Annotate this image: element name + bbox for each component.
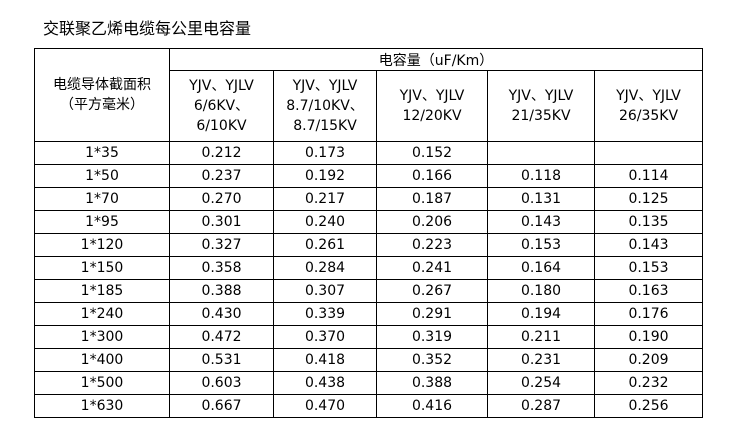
conductor-size-cell: 1*50 [34,164,170,188]
capacitance-value-cell: 0.319 [376,325,488,349]
capacitance-value-cell: 0.327 [169,233,274,257]
capacitance-value-cell: 0.217 [273,187,377,211]
capacitance-value-cell: 0.256 [594,394,703,418]
capacitance-value-cell: 0.153 [487,233,595,257]
capacitance-value-cell: 0.209 [594,348,703,372]
capacitance-value-cell: 0.143 [487,210,595,234]
capacitance-value-cell: 0.267 [376,279,488,303]
table-row: 1*500 0.603 0.438 0.388 0.254 0.232 [34,371,703,395]
capacitance-value-cell: 0.125 [594,187,703,211]
capacitance-value-cell: 0.118 [487,164,595,188]
table-row: 1*120 0.327 0.261 0.223 0.153 0.143 [34,233,703,257]
table-row: 1*185 0.388 0.307 0.267 0.180 0.163 [34,279,703,303]
capacitance-value-cell: 0.301 [169,210,274,234]
conductor-size-cell: 1*185 [34,279,170,303]
table-row: 1*300 0.472 0.370 0.319 0.211 0.190 [34,325,703,349]
capacitance-value-cell: 0.287 [487,394,595,418]
conductor-size-cell: 1*300 [34,325,170,349]
conductor-size-cell: 1*500 [34,371,170,395]
column-header-3: YJV、YJLV 12/20KV [376,70,488,142]
capacitance-value-cell: 0.388 [376,371,488,395]
capacitance-value-cell: 0.187 [376,187,488,211]
capacitance-value-cell: 0.163 [594,279,703,303]
table-row: 1*95 0.301 0.240 0.206 0.143 0.135 [34,210,703,234]
column-header-4: YJV、YJLV 21/35KV [487,70,595,142]
capacitance-header: 电容量（uF/Km） [169,48,703,71]
capacitance-value-cell [594,141,703,165]
table-row: 1*400 0.531 0.418 0.352 0.231 0.209 [34,348,703,372]
capacitance-value-cell: 0.176 [594,302,703,326]
capacitance-value-cell: 0.430 [169,302,274,326]
capacitance-value-cell: 0.152 [376,141,488,165]
table-row: 1*70 0.270 0.217 0.187 0.131 0.125 [34,187,703,211]
capacitance-value-cell: 0.284 [273,256,377,280]
capacitance-value-cell: 0.388 [169,279,274,303]
capacitance-value-cell: 0.143 [594,233,703,257]
conductor-size-cell: 1*240 [34,302,170,326]
capacitance-value-cell: 0.254 [487,371,595,395]
table-row: 1*35 0.212 0.173 0.152 [34,141,703,165]
capacitance-value-cell: 0.164 [487,256,595,280]
conductor-size-cell: 1*150 [34,256,170,280]
table-row: 1*50 0.237 0.192 0.166 0.118 0.114 [34,164,703,188]
capacitance-value-cell: 0.223 [376,233,488,257]
capacitance-value-cell: 0.291 [376,302,488,326]
capacitance-value-cell: 0.241 [376,256,488,280]
capacitance-value-cell: 0.180 [487,279,595,303]
column-header-5: YJV、YJLV 26/35KV [594,70,703,142]
capacitance-value-cell: 0.603 [169,371,274,395]
capacitance-value-cell: 0.667 [169,394,274,418]
capacitance-value-cell: 0.212 [169,141,274,165]
capacitance-value-cell: 0.438 [273,371,377,395]
table-row: 1*150 0.358 0.284 0.241 0.164 0.153 [34,256,703,280]
capacitance-value-cell: 0.166 [376,164,488,188]
document-title: 交联聚乙烯电缆每公里电容量 [43,19,252,38]
conductor-size-cell: 1*95 [34,210,170,234]
capacitance-value-cell: 0.270 [169,187,274,211]
capacitance-value-cell: 0.194 [487,302,595,326]
capacitance-value-cell: 0.173 [273,141,377,165]
capacitance-value-cell: 0.339 [273,302,377,326]
conductor-size-header: 电缆导体截面积 （平方毫米） [34,48,170,142]
capacitance-value-cell: 0.418 [273,348,377,372]
conductor-size-cell: 1*70 [34,187,170,211]
capacitance-value-cell: 0.153 [594,256,703,280]
conductor-size-cell: 1*120 [34,233,170,257]
table-row: 1*630 0.667 0.470 0.416 0.287 0.256 [34,394,703,418]
capacitance-value-cell: 0.231 [487,348,595,372]
capacitance-value-cell: 0.211 [487,325,595,349]
conductor-size-cell: 1*400 [34,348,170,372]
capacitance-value-cell: 0.190 [594,325,703,349]
capacitance-value-cell: 0.131 [487,187,595,211]
capacitance-value-cell: 0.206 [376,210,488,234]
capacitance-value-cell: 0.531 [169,348,274,372]
capacitance-value-cell: 0.192 [273,164,377,188]
conductor-size-cell: 1*35 [34,141,170,165]
capacitance-value-cell: 0.370 [273,325,377,349]
capacitance-value-cell: 0.261 [273,233,377,257]
capacitance-table: 电缆导体截面积 （平方毫米） 电容量（uF/Km） YJV、YJLV 6/6KV… [34,48,703,418]
capacitance-value-cell: 0.416 [376,394,488,418]
capacitance-value-cell: 0.352 [376,348,488,372]
capacitance-value-cell: 0.470 [273,394,377,418]
capacitance-value-cell: 0.358 [169,256,274,280]
capacitance-value-cell: 0.307 [273,279,377,303]
column-header-1: YJV、YJLV 6/6KV、 6/10KV [169,70,274,142]
column-header-2: YJV、YJLV 8.7/10KV、 8.7/15KV [273,70,377,142]
capacitance-value-cell: 0.240 [273,210,377,234]
capacitance-value-cell: 0.232 [594,371,703,395]
capacitance-value-cell: 0.135 [594,210,703,234]
table-row: 1*240 0.430 0.339 0.291 0.194 0.176 [34,302,703,326]
capacitance-value-cell: 0.114 [594,164,703,188]
capacitance-value-cell: 0.237 [169,164,274,188]
capacitance-value-cell [487,141,595,165]
conductor-size-cell: 1*630 [34,394,170,418]
capacitance-value-cell: 0.472 [169,325,274,349]
